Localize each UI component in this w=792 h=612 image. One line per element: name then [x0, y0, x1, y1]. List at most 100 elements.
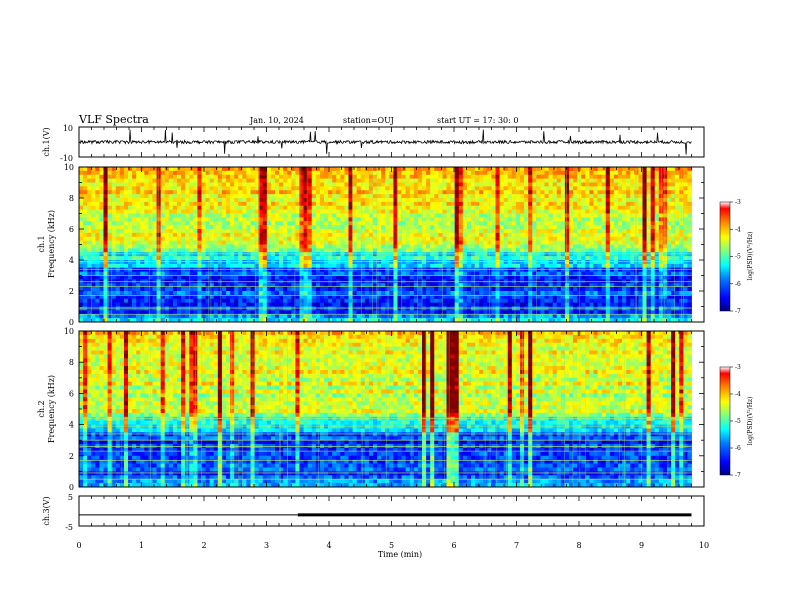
spectrogram-cell — [483, 287, 488, 292]
spectrogram-cell — [168, 283, 174, 288]
spectrogram-cell — [552, 225, 558, 230]
spectrogram-cell — [185, 283, 190, 288]
spectrogram-cell — [495, 229, 500, 234]
spectrogram-cell — [246, 244, 251, 249]
spectrogram-cell — [683, 252, 688, 257]
spectrogram-cell — [295, 198, 300, 203]
spectrogram-cell — [609, 252, 615, 257]
spectrogram-cell — [217, 201, 223, 207]
spectrogram-cell — [246, 178, 251, 183]
spectrogram-cell — [548, 236, 554, 242]
spectrogram-cell — [328, 182, 333, 187]
spectrogram-cell — [144, 167, 149, 172]
spectrogram-cell — [103, 229, 108, 234]
spectrogram-cell — [303, 167, 309, 172]
spectrogram-cell — [569, 182, 574, 187]
spectrogram-cell — [466, 240, 472, 245]
spectrogram-cell — [642, 252, 647, 257]
spectrogram-cell — [87, 221, 92, 226]
spectrogram-cell — [189, 287, 194, 292]
spectrogram-cell — [266, 287, 272, 292]
spectrogram-cell — [499, 194, 505, 199]
spectrogram-cell — [189, 205, 194, 211]
spectrogram-cell — [201, 256, 206, 261]
spectrogram-cell — [593, 170, 598, 176]
spectrogram-cell — [601, 260, 607, 265]
spectrogram-cell — [389, 240, 394, 245]
spectrogram-cell — [540, 198, 545, 203]
spectrogram-cell — [348, 260, 353, 265]
spectrogram-cell — [217, 256, 223, 261]
spectrogram-cell — [99, 201, 104, 207]
spectrogram-cell — [152, 182, 157, 187]
spectrogram-cell — [193, 260, 198, 265]
spectrogram-cell — [307, 201, 313, 207]
spectrogram-cell — [201, 260, 206, 265]
spectrogram-cell — [585, 252, 590, 257]
spectrogram-cell — [683, 260, 688, 265]
spectrogram-cell — [189, 271, 194, 276]
spectrogram-cell — [213, 240, 219, 245]
spectrogram-cell — [250, 248, 255, 253]
spectrogram-cell — [491, 225, 496, 230]
spectrogram-cell — [103, 170, 108, 176]
spectrogram-cell — [226, 236, 231, 242]
spectrogram-cell — [315, 236, 321, 242]
spectrogram-cell — [499, 221, 505, 226]
spectrogram-cell — [683, 170, 688, 176]
spectrogram-cell — [569, 178, 574, 183]
spectrogram-cell — [340, 229, 345, 234]
spectrogram-cell — [671, 225, 676, 230]
spectrogram-cell — [270, 240, 276, 245]
spectrogram-cell — [352, 229, 358, 234]
spectrogram-cell — [650, 178, 656, 183]
spectrogram-cell — [193, 198, 198, 203]
spectrogram-cell — [618, 244, 623, 249]
spectrogram-cell — [128, 271, 133, 276]
spectrogram-cell — [315, 248, 321, 253]
spectrogram-cell — [524, 240, 529, 245]
spectrogram-cell — [597, 244, 603, 249]
spectrogram-cell — [675, 240, 680, 245]
spectrogram-cell — [495, 232, 500, 238]
spectrogram-cell — [609, 201, 615, 207]
spectrogram-cell — [270, 182, 276, 187]
spectrogram-cell — [618, 213, 623, 218]
spectrogram-cell — [123, 244, 129, 249]
spectrogram-cell — [91, 291, 96, 296]
spectrogram-cell — [136, 244, 141, 249]
spectrogram-cell — [336, 194, 341, 199]
spectrogram-cell — [520, 201, 525, 207]
spectrogram-cell — [107, 174, 113, 180]
spectrogram-cell — [671, 283, 676, 288]
spectrogram-cell — [295, 252, 300, 257]
spectrogram-cell — [462, 221, 468, 226]
spectrogram-cell — [520, 167, 525, 172]
spectrogram-cell — [667, 263, 672, 269]
spectrogram-cell — [119, 221, 125, 226]
spectrogram-cell — [364, 198, 370, 203]
spectrogram-cell — [311, 225, 317, 230]
spectrogram-cell — [422, 256, 427, 261]
spectrogram-cell — [638, 256, 643, 261]
spectrogram-cell — [132, 186, 137, 191]
spectrogram-cell — [442, 186, 447, 191]
spectrogram-cell — [556, 260, 562, 265]
spectrogram-cell — [471, 186, 476, 191]
spectrogram-cell — [152, 244, 157, 249]
spectrogram-cell — [434, 283, 439, 288]
spectrogram-cell — [650, 240, 656, 245]
spectrogram-cell — [128, 236, 133, 242]
spectrogram-cell — [246, 174, 251, 180]
spectrogram-cell — [393, 225, 398, 230]
spectrogram-cell — [299, 267, 304, 273]
spectrogram-cell — [336, 248, 341, 253]
spectrogram-cell — [311, 240, 317, 245]
spectrogram-cell — [258, 174, 264, 180]
spectrogram-cell — [111, 263, 117, 269]
spectrogram-cell — [352, 205, 358, 211]
spectrogram-cell — [671, 205, 676, 211]
spectrogram-cell — [364, 240, 370, 245]
spectrogram-cell — [283, 240, 288, 245]
spectrogram-cell — [581, 221, 586, 226]
